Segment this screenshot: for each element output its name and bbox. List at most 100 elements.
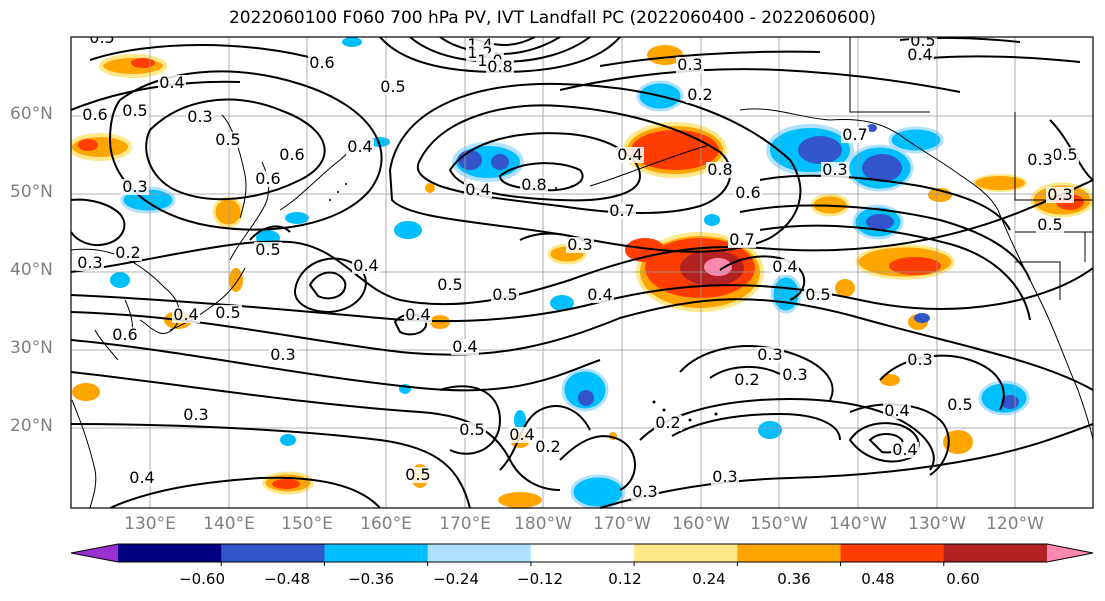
contour-label-bg (706, 162, 734, 178)
contour-label: 0.3 (757, 345, 782, 364)
contour-label-bg (451, 339, 479, 355)
contour-label: 0.8 (521, 175, 546, 194)
contour-label-bg (88, 37, 116, 46)
contour-label-bg (308, 55, 336, 71)
colorbar-tick: 0.24 (692, 570, 726, 588)
contour-labels: 0.50.50.40.30.50.60.60.50.40.40.80.70.70… (76, 28, 1079, 501)
contour-label: 0.5 (89, 28, 114, 47)
map-panel: 0.50.50.40.30.50.60.60.50.40.40.80.70.70… (71, 28, 1093, 508)
contour-label: 0.5 (1037, 215, 1062, 234)
contour-label: 0.3 (187, 107, 212, 126)
contour-label-bg (733, 372, 761, 388)
contour-label: 0.4 (405, 305, 430, 324)
contour-label: 0.3 (183, 405, 208, 424)
contour-label: 0.3 (77, 253, 102, 272)
lon-label-160e: 160°E (360, 514, 412, 534)
contour-label-bg (491, 287, 519, 303)
contour-label: 0.3 (270, 345, 295, 364)
contour-label-bg (158, 75, 186, 91)
colorbar-tick: 0.60 (946, 570, 980, 588)
contour-label-bg (781, 367, 809, 383)
contour-label: 0.5 (380, 77, 405, 96)
contour-label-bg (711, 469, 739, 485)
colorbar-box (943, 544, 1048, 562)
contour-label: 0.8 (707, 160, 732, 179)
lat-label-40n: 40°N (10, 260, 53, 280)
contour-label: 0.2 (655, 413, 680, 432)
colorbar-box (118, 544, 222, 562)
contour-label: 0.5 (947, 395, 972, 414)
contour-label: 0.5 (805, 285, 830, 304)
contour-label: 0.3 (907, 350, 932, 369)
contour-label-bg (909, 37, 937, 49)
contour-label-bg (352, 258, 380, 274)
contour-label-bg (534, 439, 562, 455)
contour-label-bg (436, 277, 464, 293)
contour-label: 0.5 (215, 130, 240, 149)
contour-label-bg (346, 139, 374, 155)
contour-label: 0.4 (173, 305, 198, 324)
contour-label: 0.3 (1047, 185, 1072, 204)
contour-label-bg (464, 182, 492, 198)
contour-label-bg (121, 179, 149, 195)
lon-label-180w: 180°W (514, 514, 572, 534)
contour-label-bg (214, 305, 242, 321)
contour-label: 0.4 (617, 145, 642, 164)
contour-label-bg (172, 307, 200, 323)
contour-label: 0.2 (687, 85, 712, 104)
contour-label: 0.6 (112, 325, 137, 344)
contour-label-bg (734, 185, 762, 201)
contour-label: 0.6 (82, 105, 107, 124)
contour-label-bg (214, 132, 242, 148)
colorbar-tick: −0.24 (433, 570, 479, 588)
contour-label-bg (616, 147, 644, 163)
contour-label-bg (756, 347, 784, 363)
contour-label: 0.5 (910, 31, 935, 50)
colorbar (70, 543, 1094, 566)
colorbar-tick: 0.48 (861, 570, 895, 588)
contour-label-bg (508, 427, 536, 443)
contour-label-bg (728, 232, 756, 248)
lon-label-140e: 140°E (203, 514, 255, 534)
contour-label: 0.3 (782, 365, 807, 384)
contour-label: 0.3 (632, 482, 657, 501)
contour-label-bg (114, 245, 142, 261)
contour-label-bg (76, 255, 104, 271)
contour-label-bg (821, 162, 849, 178)
contour-label: 0.5 (215, 303, 240, 322)
positive-anomaly-blob (99, 54, 167, 78)
colorbar-extend-max (1047, 544, 1093, 562)
lon-label-160w: 160°W (672, 514, 730, 534)
figure-title: 2022060100 F060 700 hPa PV, IVT Landfall… (228, 8, 876, 28)
colorbar-tick: −0.48 (264, 570, 310, 588)
contour-label: 0.4 (509, 425, 534, 444)
contour-label-bg (182, 407, 210, 423)
contour-label: 0.8 (487, 57, 512, 76)
contour-label-bg (111, 327, 139, 343)
colorbar-tick: −0.60 (179, 570, 225, 588)
contour-label-bg (804, 287, 832, 303)
contour-label-bg (269, 347, 297, 363)
contour-label: 0.5 (459, 420, 484, 439)
colorbar-box (530, 544, 635, 562)
contour-label: 0.4 (129, 468, 154, 487)
contour-label: 0.4 (892, 440, 917, 459)
contour-label: 0.5 (255, 240, 280, 259)
contour-label-bg (906, 352, 934, 368)
contour-label-bg (1051, 147, 1079, 163)
contour-label-bg (841, 127, 869, 143)
contour-label-bg (128, 470, 156, 486)
contour-label: 0.3 (1027, 150, 1052, 169)
contour-label: 0.5 (405, 465, 430, 484)
pv-contours (71, 37, 1093, 508)
contour-label: 0.4 (772, 257, 797, 276)
lon-label-170w: 170°W (593, 514, 651, 534)
contour-label: 0.6 (309, 53, 334, 72)
lon-label-130e: 130°E (124, 514, 176, 534)
contour-label-bg (278, 147, 306, 163)
contour-label: 0.2 (535, 437, 560, 456)
map-frame (70, 36, 1094, 509)
contour-label-bg (520, 177, 548, 193)
colorbar-box (221, 544, 325, 562)
